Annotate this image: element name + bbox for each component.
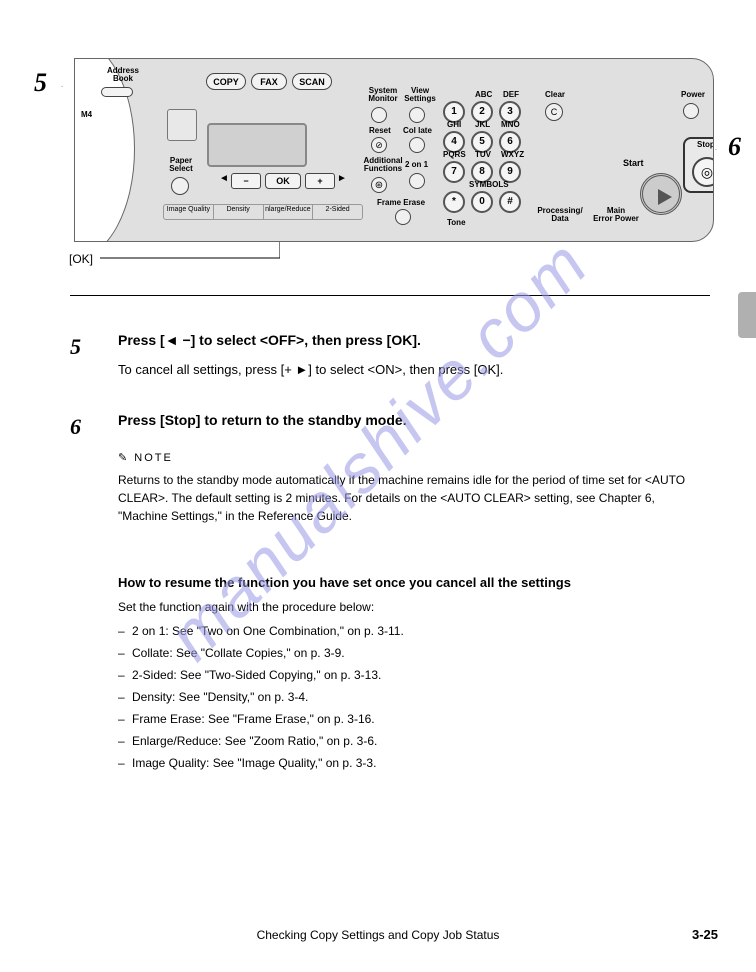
density-label: Density [214, 205, 264, 219]
two-sided-label: 2-Sided [313, 205, 362, 219]
scan-mode-button[interactable]: SCAN [292, 73, 332, 90]
tone-label: Tone [447, 219, 466, 227]
reset-label: Reset [369, 127, 391, 135]
bullet-2sided: 2-Sided: See "Two-Sided Copying," on p. … [118, 666, 698, 684]
pqrs-label: PQRS [443, 151, 466, 159]
stop-label: Stop [697, 141, 714, 149]
address-book-button[interactable] [101, 87, 133, 97]
printer-icon [167, 109, 197, 141]
keypad-0[interactable]: 0 [471, 191, 493, 213]
step-5-badge: 5 [34, 68, 47, 98]
collate-button[interactable] [409, 137, 425, 153]
keypad-hash[interactable]: # [499, 191, 521, 213]
symbols-label: SYMBOLS [469, 181, 509, 189]
resume-intro: Set the function again with the procedur… [118, 598, 698, 616]
clear-button[interactable]: C [545, 103, 563, 121]
stop-button[interactable]: ◎ [692, 157, 714, 187]
address-book-label: Address Book [105, 67, 141, 84]
additional-functions-label: Additional Functions [361, 157, 405, 174]
processing-data-label: Processing/ Data [535, 207, 585, 224]
lcd-display [207, 123, 307, 167]
start-label: Start [623, 159, 644, 168]
collate-label: Col late [403, 127, 432, 135]
keypad-star[interactable]: * [443, 191, 465, 213]
page-number: 3-25 [692, 927, 718, 942]
clear-label: Clear [545, 91, 565, 99]
step-5-arrow [50, 86, 74, 87]
reset-button[interactable]: ⊘ [371, 137, 387, 153]
two-on-one-label: 2 on 1 [405, 161, 428, 169]
paper-select-label: Paper Select [165, 157, 197, 174]
main-error-power-label: Main Error Power [591, 207, 641, 224]
plus-right-icon: + ► [284, 362, 308, 377]
enlarge-reduce-label: nlarge/Reduce [264, 205, 314, 219]
separator-line [70, 295, 710, 296]
step5-a: Press [ [118, 332, 165, 348]
system-monitor-button[interactable] [371, 107, 387, 123]
bullet-density: Density: See "Density," on p. 3-4. [118, 688, 698, 706]
bullet-frame-erase: Frame Erase: See "Frame Erase," on p. 3-… [118, 710, 698, 728]
minus-button[interactable]: − [231, 173, 261, 189]
side-tab [738, 292, 756, 338]
control-panel-illustration: COPY FAX SCAN Address Book M4 Paper Sele… [74, 58, 714, 242]
bullet-image-quality: Image Quality: See "Image Quality," on p… [118, 754, 698, 772]
abc-label: ABC [475, 91, 492, 99]
system-monitor-label: System Monitor [365, 87, 401, 104]
note-text: Returns to the standby mode automaticall… [118, 471, 698, 525]
power-label: Power [681, 91, 705, 99]
note-block: ✎ NOTE Returns to the standby mode autom… [118, 450, 698, 776]
view-settings-label: View Settings [403, 87, 437, 104]
left-minus-icon: ◄ − [165, 332, 191, 348]
keypad-7[interactable]: 7 [443, 161, 465, 183]
start-icon [643, 176, 685, 218]
wxyz-label: WXYZ [501, 151, 524, 159]
step-6-badge: 6 [728, 132, 741, 162]
ok-callout-label: [OK] [69, 252, 93, 266]
left-triangle: ◄ [219, 174, 229, 185]
power-button[interactable] [683, 103, 699, 119]
page-footer-text: Checking Copy Settings and Copy Job Stat… [0, 928, 756, 942]
plus-button[interactable]: + [305, 173, 335, 189]
start-button[interactable] [640, 173, 682, 215]
image-quality-label: Image Quality [164, 205, 214, 219]
bullet-2on1: 2 on 1: See "Two on One Combination," on… [118, 622, 698, 640]
step-5-text: 5 Press [◄ −] to select <OFF>, then pres… [118, 330, 698, 380]
fax-mode-button[interactable]: FAX [251, 73, 287, 90]
step5-note-a: To cancel all settings, press [ [118, 362, 284, 377]
step-6-number: 6 [70, 410, 81, 444]
copy-mode-button[interactable]: COPY [206, 73, 246, 90]
step5-b: ] to select <OFF>, then press [OK]. [191, 332, 421, 348]
ok-button[interactable]: OK [265, 173, 301, 189]
m4-label: M4 [81, 111, 92, 119]
resume-heading: How to resume the function you have set … [118, 573, 698, 593]
right-triangle: ► [337, 174, 347, 185]
two-on-one-button[interactable] [409, 173, 425, 189]
frame-erase-label: Frame Erase [377, 199, 425, 207]
tuv-label: TUV [475, 151, 491, 159]
view-settings-button[interactable] [409, 107, 425, 123]
jkl-label: JKL [475, 121, 490, 129]
step6-body: Press [Stop] to return to the standby mo… [118, 412, 407, 428]
additional-functions-button[interactable]: ⊛ [371, 177, 387, 193]
bullet-collate: Collate: See "Collate Copies," on p. 3-9… [118, 644, 698, 662]
step-6-text: 6 Press [Stop] to return to the standby … [118, 410, 698, 432]
note-heading: ✎ NOTE [118, 450, 698, 467]
paper-select-button[interactable] [171, 177, 189, 195]
mno-label: MNO [501, 121, 520, 129]
step-5-number: 5 [70, 330, 81, 364]
bullet-enlarge-reduce: Enlarge/Reduce: See "Zoom Ratio," on p. … [118, 732, 698, 750]
ghi-label: GHI [447, 121, 461, 129]
bottom-function-strip: Image Quality Density nlarge/Reduce 2-Si… [163, 204, 363, 220]
def-label: DEF [503, 91, 519, 99]
step5-note-b: ] to select <ON>, then press [OK]. [308, 362, 503, 377]
frame-erase-button[interactable] [395, 209, 411, 225]
stop-frame: Stop ◎ [683, 137, 714, 193]
